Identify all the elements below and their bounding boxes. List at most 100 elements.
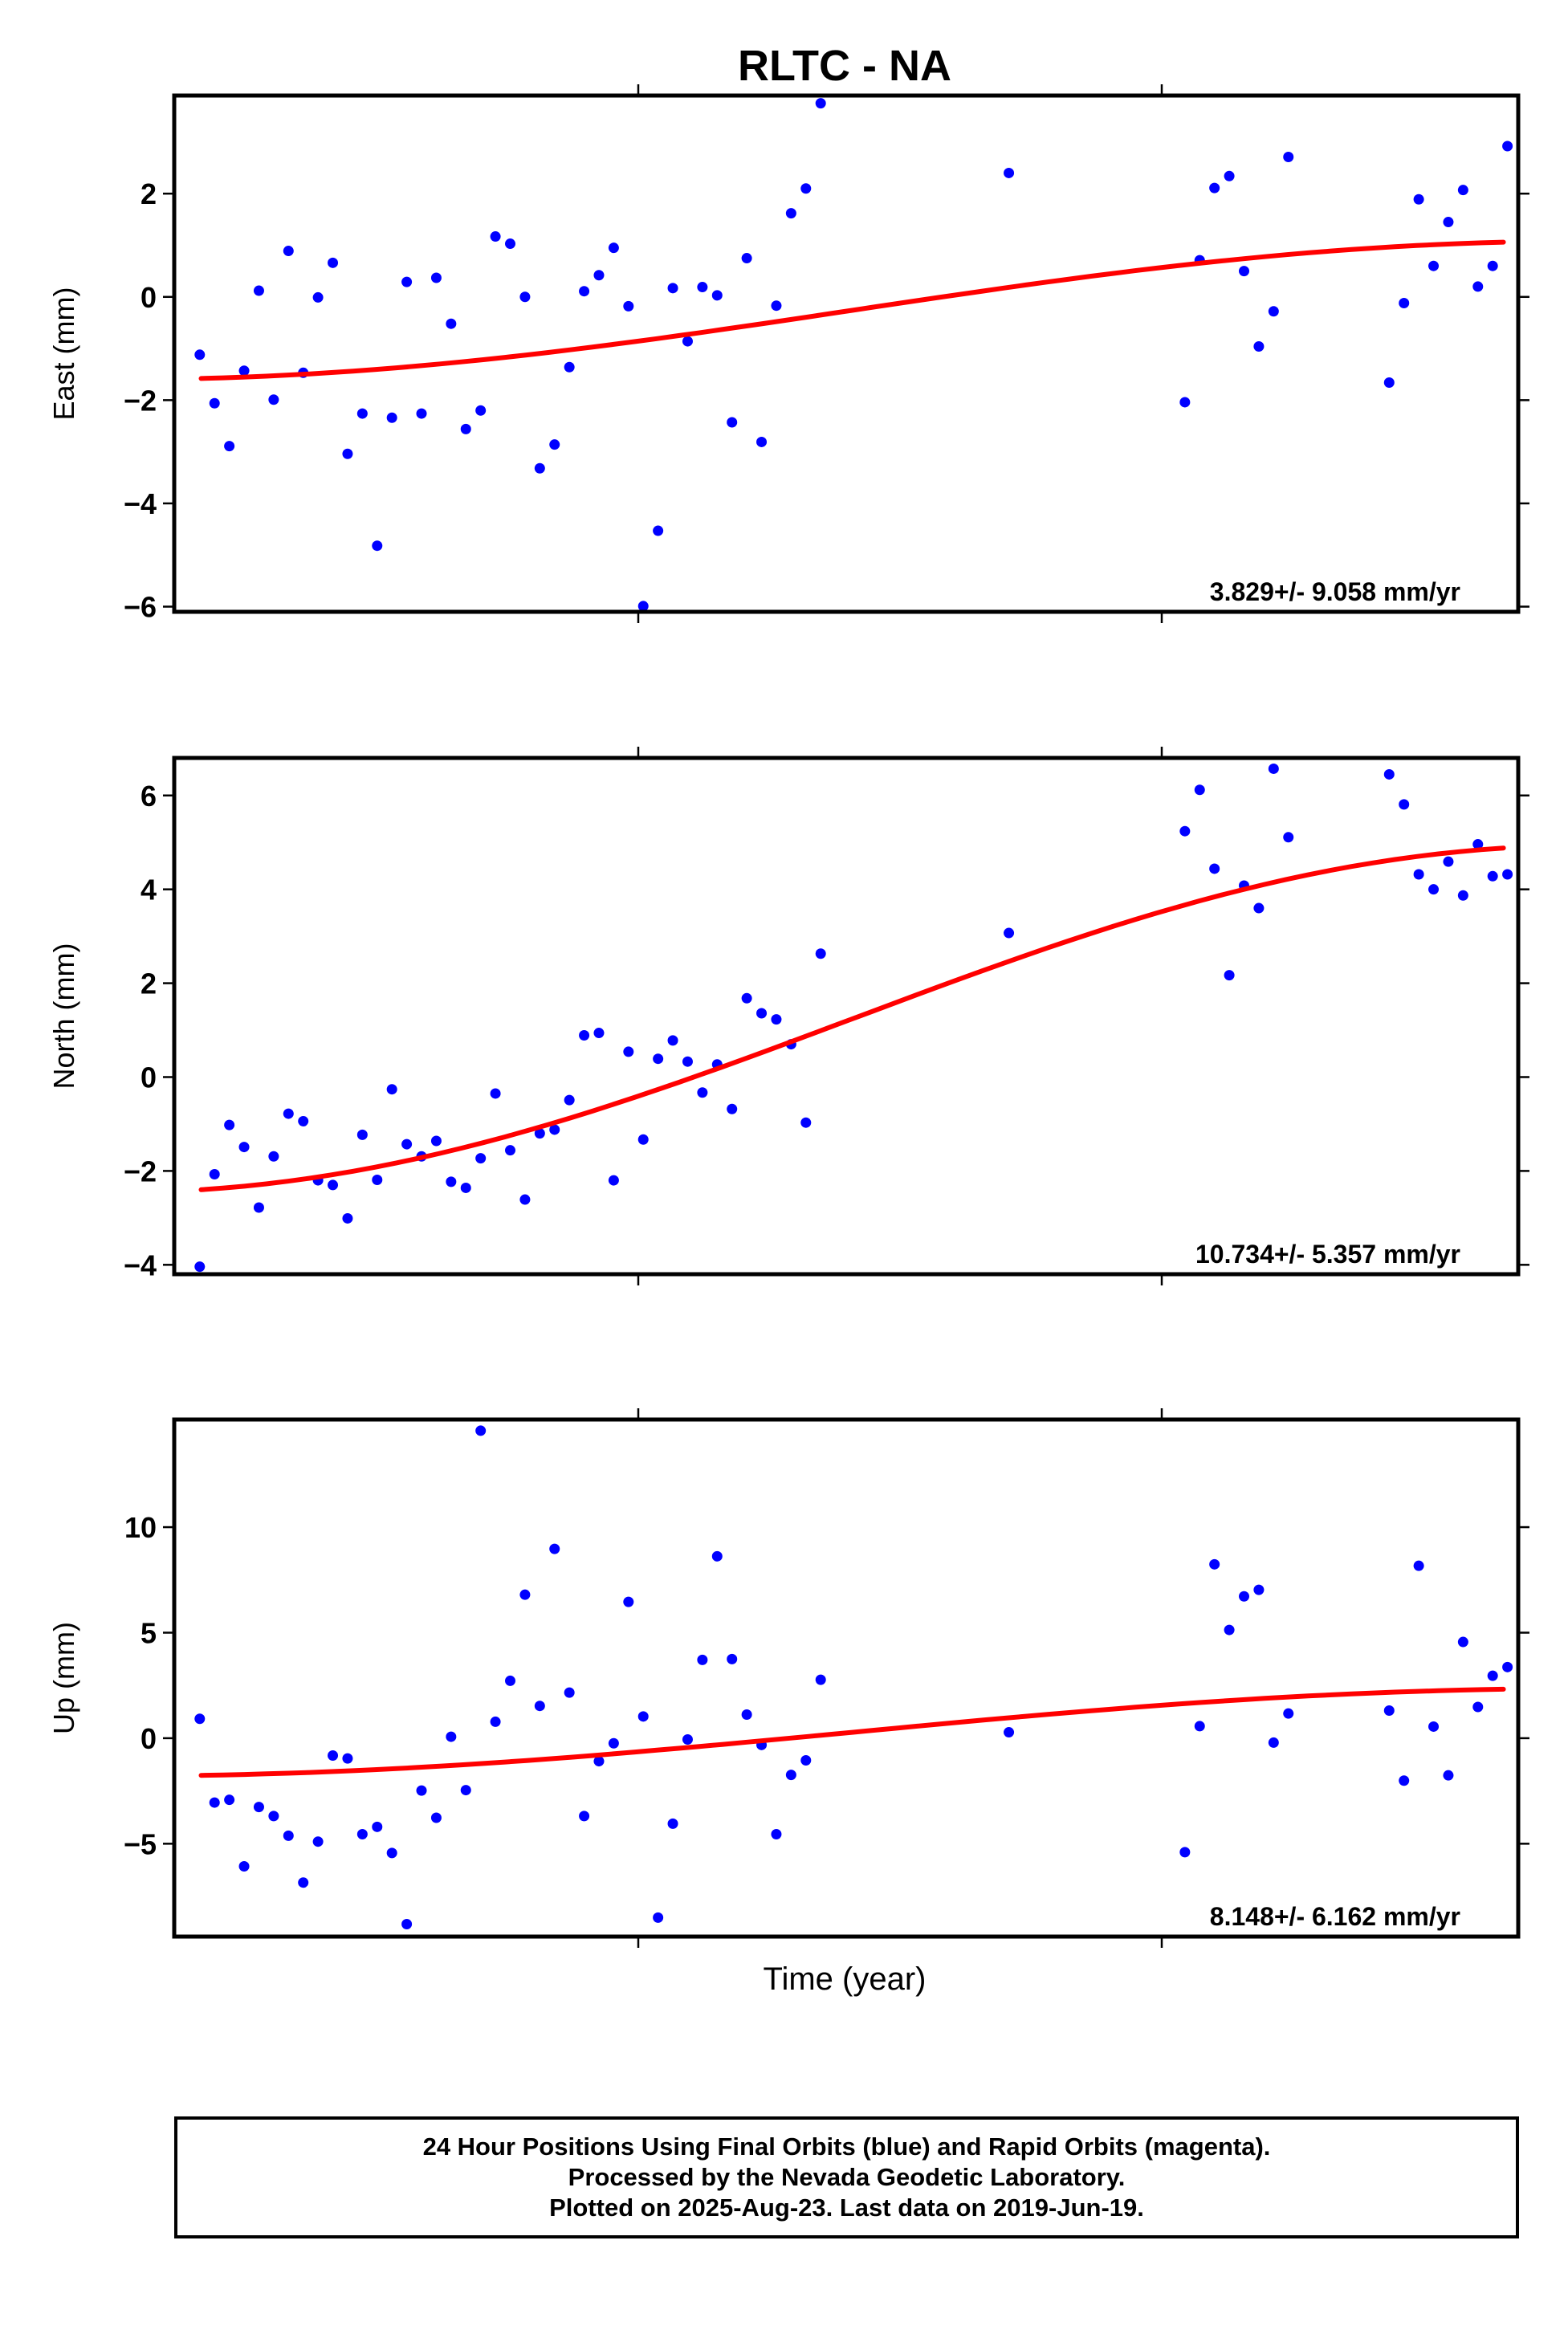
data-point <box>356 408 368 419</box>
y-axis-label: Up (mm) <box>47 1622 80 1734</box>
data-point <box>490 231 501 242</box>
data-point <box>667 1818 678 1829</box>
trend-fit-line <box>198 845 1506 1192</box>
data-point <box>1428 260 1440 271</box>
y-tick-label: −4 <box>124 487 157 520</box>
data-point <box>1239 266 1250 277</box>
data-point <box>460 1785 471 1796</box>
data-point <box>328 1750 339 1761</box>
data-point <box>623 300 634 312</box>
data-point <box>741 992 752 1004</box>
data-point <box>1443 856 1454 867</box>
data-point <box>741 1709 752 1720</box>
data-point <box>549 1124 560 1135</box>
data-point <box>1428 884 1440 895</box>
data-point <box>386 1084 397 1095</box>
data-point <box>1283 152 1294 163</box>
data-point <box>1502 141 1513 152</box>
data-point <box>1443 1770 1454 1781</box>
data-point <box>356 1129 368 1140</box>
data-point <box>416 1785 427 1796</box>
data-point <box>238 365 250 377</box>
data-point <box>593 270 605 281</box>
y-tick-label: 10 <box>124 1511 157 1544</box>
data-point <box>342 1753 353 1764</box>
data-point <box>298 1877 309 1888</box>
data-point <box>1472 1701 1484 1713</box>
data-point <box>815 948 826 959</box>
data-point <box>1457 185 1468 196</box>
data-point <box>1194 784 1205 796</box>
data-point <box>1268 306 1279 317</box>
data-point <box>697 1087 708 1098</box>
data-point <box>1472 281 1484 292</box>
data-point <box>697 1654 708 1665</box>
y-tick-label: 0 <box>141 281 157 314</box>
data-point <box>446 1731 457 1742</box>
data-point <box>1413 1560 1424 1571</box>
data-point <box>283 1108 294 1119</box>
plot-frame <box>172 93 1521 614</box>
data-point <box>1502 869 1513 880</box>
data-point <box>505 1145 515 1156</box>
velocity-annotation: 10.734+/- 5.357 mm/yr <box>1195 1240 1460 1269</box>
data-point <box>475 405 487 416</box>
data-point <box>1268 1737 1279 1748</box>
data-point <box>785 208 796 219</box>
data-point <box>1413 869 1424 880</box>
data-point <box>623 1046 634 1057</box>
up-panel: 10 5 0 −5 8.148+/- 6.162 mm/yr Up (mm) <box>47 1408 1529 1948</box>
data-point <box>430 1135 442 1147</box>
data-point <box>1224 170 1235 181</box>
data-point <box>401 1139 413 1150</box>
data-point <box>460 1182 471 1193</box>
data-point <box>356 1829 368 1840</box>
data-point <box>608 1175 619 1186</box>
trend-fit-line <box>198 1686 1506 1778</box>
data-point <box>519 1194 531 1205</box>
data-point <box>312 291 324 303</box>
data-point <box>549 439 560 450</box>
plot-frame <box>172 756 1521 1277</box>
y-tick-label: −4 <box>124 1249 157 1281</box>
data-point <box>727 1653 738 1664</box>
y-axis-label: North (mm) <box>47 943 80 1090</box>
data-point <box>253 1202 264 1213</box>
data-point <box>1209 1558 1220 1570</box>
data-point <box>653 525 664 536</box>
data-point <box>815 98 826 109</box>
data-point <box>756 1008 768 1019</box>
data-point <box>727 1103 738 1114</box>
data-point <box>224 1794 235 1806</box>
data-point <box>534 462 545 474</box>
data-point <box>224 1119 235 1130</box>
data-point <box>372 540 383 552</box>
data-point <box>771 1014 782 1025</box>
data-point <box>623 1596 634 1607</box>
y-tick-label: 2 <box>141 177 157 210</box>
data-point <box>194 1713 206 1725</box>
data-point <box>1487 870 1498 882</box>
data-point <box>682 336 693 347</box>
data-point <box>283 1830 294 1841</box>
data-point <box>800 183 812 194</box>
data-point <box>549 1543 560 1554</box>
data-point <box>1209 863 1220 874</box>
plot-area <box>194 763 1513 1273</box>
data-point <box>342 1212 353 1224</box>
data-point <box>224 441 235 452</box>
data-point <box>1004 1727 1015 1738</box>
data-point <box>637 601 649 612</box>
data-point <box>653 1912 664 1923</box>
plot-area <box>194 1425 1513 1929</box>
data-point <box>386 412 397 423</box>
data-point <box>534 1128 545 1139</box>
data-point <box>637 1711 649 1722</box>
data-point <box>505 238 515 250</box>
y-tick-label: −5 <box>124 1827 157 1860</box>
data-point <box>637 1134 649 1145</box>
data-point <box>1179 397 1191 408</box>
data-point <box>519 291 531 303</box>
data-point <box>1487 260 1498 271</box>
